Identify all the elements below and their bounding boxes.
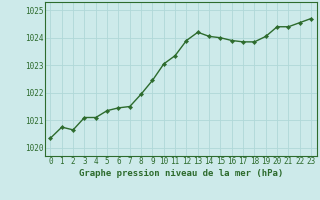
X-axis label: Graphe pression niveau de la mer (hPa): Graphe pression niveau de la mer (hPa) [79,169,283,178]
